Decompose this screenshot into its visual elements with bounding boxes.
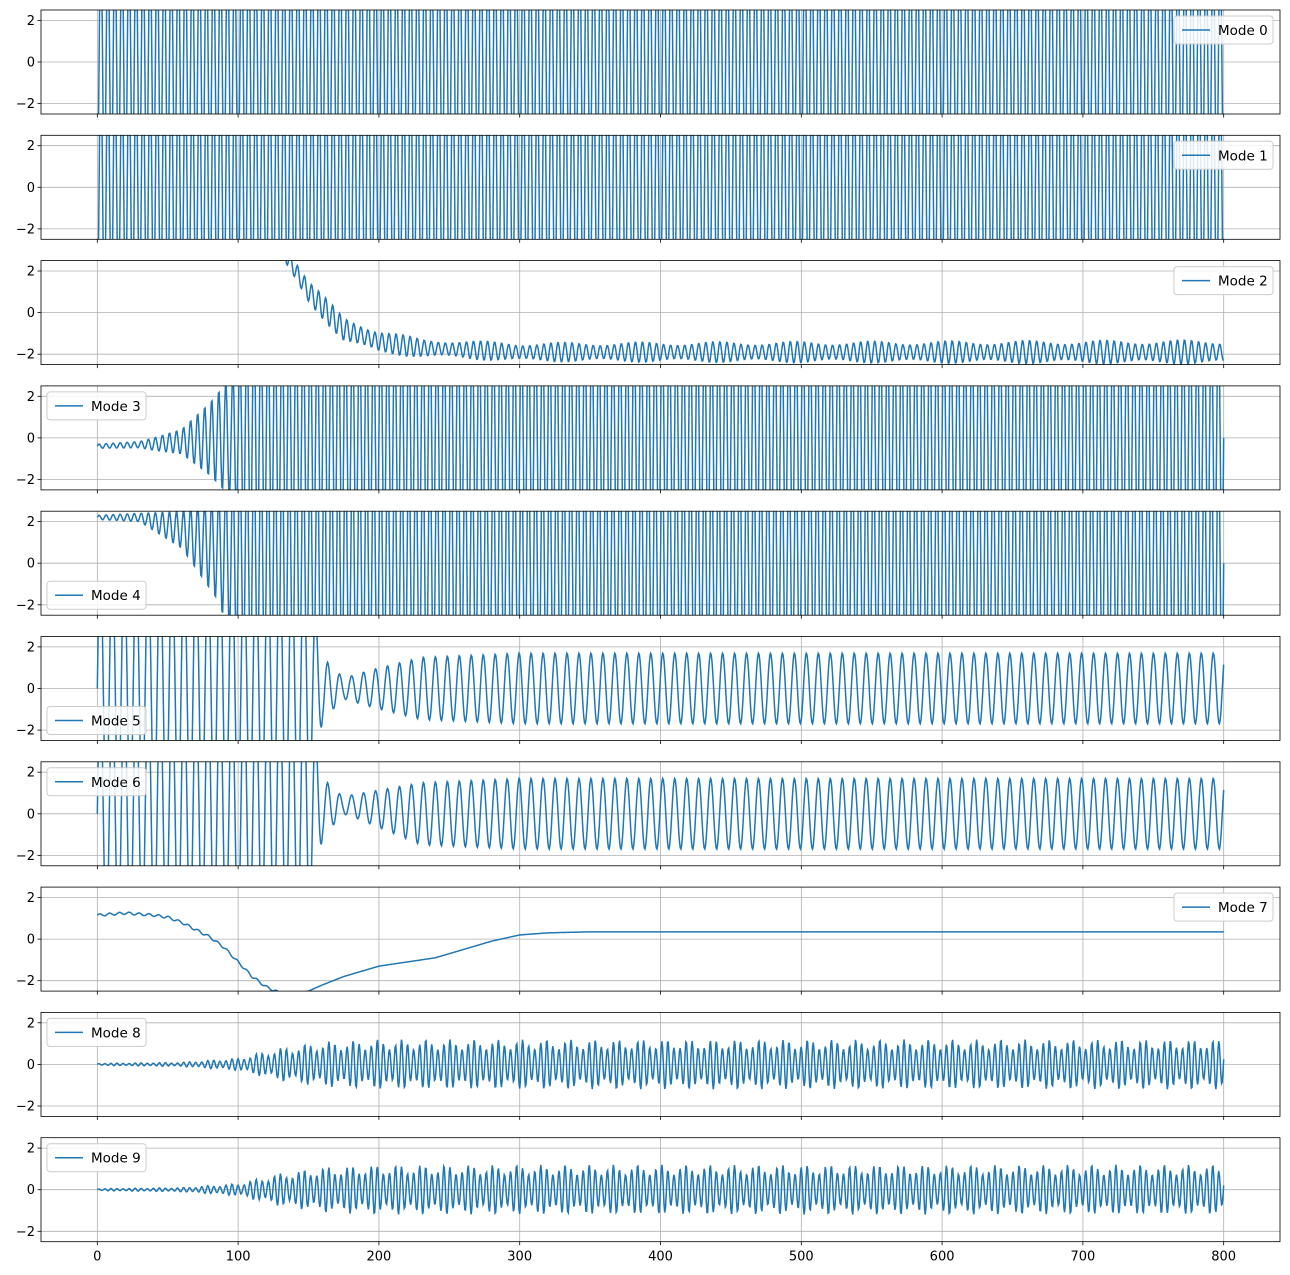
- legend-box: [46, 706, 147, 735]
- legend-box: [46, 580, 147, 610]
- series-line-mode-6: [96, 761, 1225, 866]
- y-tick-label: 0: [27, 181, 35, 196]
- subplot-1: −2 0 2 Mode 1: [16, 134, 1281, 243]
- y-tick-label: 2: [27, 891, 35, 906]
- legend: Mode 3: [46, 391, 147, 421]
- y-tick-label: 2: [27, 766, 35, 781]
- legend: Mode 4: [46, 580, 147, 610]
- subplot-6: −2 0 2 Mode 6: [16, 761, 1281, 870]
- y-tick-label: 2: [27, 14, 35, 29]
- legend: Mode 6: [46, 767, 147, 797]
- legend: Mode 7: [1173, 892, 1274, 922]
- y-tick-label: 0: [27, 431, 35, 446]
- legend: Mode 5: [46, 706, 147, 735]
- legend-box: [1173, 892, 1274, 922]
- y-tick-label: 0: [27, 306, 35, 321]
- legend-label: Mode 0: [1218, 23, 1268, 39]
- legend-label: Mode 7: [1218, 900, 1268, 916]
- legend-box: [46, 1017, 147, 1047]
- y-tick-label: 2: [27, 265, 35, 280]
- x-tick-label: 200: [366, 1250, 391, 1265]
- y-tick-label: −2: [16, 473, 35, 488]
- subplot-2: −2 0 2 Mode 2: [16, 260, 1281, 369]
- legend-label: Mode 8: [91, 1025, 141, 1041]
- y-tick-label: 2: [27, 1142, 35, 1157]
- legend-box: [1173, 140, 1274, 170]
- y-tick-label: 0: [27, 933, 35, 948]
- legend-label: Mode 4: [91, 588, 141, 604]
- series-line-mode-7: [96, 911, 1224, 992]
- legend: Mode 0: [1173, 15, 1274, 45]
- y-tick-label: 2: [27, 1016, 35, 1031]
- x-tick-label: 500: [789, 1250, 814, 1265]
- subplot-4: −2 0 2 Mode 4: [16, 510, 1281, 619]
- series-line-mode-9: [96, 1163, 1225, 1216]
- legend-box: [46, 391, 147, 421]
- x-tick-label: 800: [1211, 1250, 1236, 1265]
- legend: Mode 8: [46, 1017, 147, 1047]
- legend-box: [46, 1143, 147, 1173]
- x-tick-label: 400: [648, 1250, 673, 1265]
- subplot-9: −2 0 2 0 100 200 300 400 500 600 700 800 Mode 9: [16, 1137, 1281, 1265]
- y-tick-label: 0: [27, 807, 35, 822]
- legend: Mode 9: [46, 1143, 147, 1173]
- legend-label: Mode 3: [91, 399, 141, 415]
- series-line-mode-4: [96, 511, 1225, 616]
- y-tick-label: −2: [16, 849, 35, 864]
- series-line-mode-5: [96, 636, 1225, 741]
- y-tick-label: 0: [27, 1058, 35, 1073]
- legend: Mode 2: [1173, 266, 1274, 296]
- x-tick-label: 300: [507, 1250, 532, 1265]
- y-tick-label: −2: [16, 598, 35, 613]
- x-tick-label: 100: [226, 1250, 251, 1265]
- series-line-mode-2: [285, 260, 1224, 365]
- legend-label: Mode 5: [91, 714, 141, 730]
- x-tick-label: 600: [930, 1250, 955, 1265]
- legend-label: Mode 1: [1218, 148, 1268, 164]
- subplot-3: −2 0 2 Mode 3: [16, 385, 1281, 494]
- y-tick-label: 2: [27, 640, 35, 655]
- x-tick-label: 0: [93, 1250, 101, 1265]
- legend-box: [1173, 266, 1274, 296]
- y-tick-label: −2: [16, 97, 35, 112]
- subplot-0: −2 0 2 Mode 0: [16, 9, 1281, 118]
- legend: Mode 1: [1173, 140, 1274, 170]
- legend-box: [46, 767, 147, 797]
- y-tick-label: −2: [16, 724, 35, 739]
- subplot-7: −2 0 2 Mode 7: [16, 886, 1281, 995]
- y-tick-label: 0: [27, 682, 35, 697]
- legend-label: Mode 9: [91, 1151, 141, 1167]
- y-tick-label: 2: [27, 390, 35, 405]
- y-tick-label: 0: [27, 1183, 35, 1198]
- y-tick-label: −2: [16, 348, 35, 363]
- series-line-mode-8: [96, 1038, 1225, 1090]
- series-line-mode-3: [96, 385, 1225, 490]
- y-tick-label: 0: [27, 557, 35, 572]
- subplot-5: −2 0 2 Mode 5: [16, 636, 1281, 744]
- y-tick-label: −2: [16, 1225, 35, 1240]
- y-tick-label: −2: [16, 974, 35, 989]
- y-tick-label: −2: [16, 222, 35, 237]
- legend-label: Mode 6: [91, 775, 141, 791]
- y-tick-label: 0: [27, 56, 35, 71]
- y-tick-label: −2: [16, 1100, 35, 1115]
- y-tick-label: 2: [27, 515, 35, 530]
- x-tick-label: 700: [1070, 1250, 1095, 1265]
- legend-box: [1173, 15, 1274, 45]
- subplot-8: −2 0 2 Mode 8: [16, 1012, 1281, 1120]
- y-tick-label: 2: [27, 139, 35, 154]
- legend-label: Mode 2: [1218, 274, 1268, 290]
